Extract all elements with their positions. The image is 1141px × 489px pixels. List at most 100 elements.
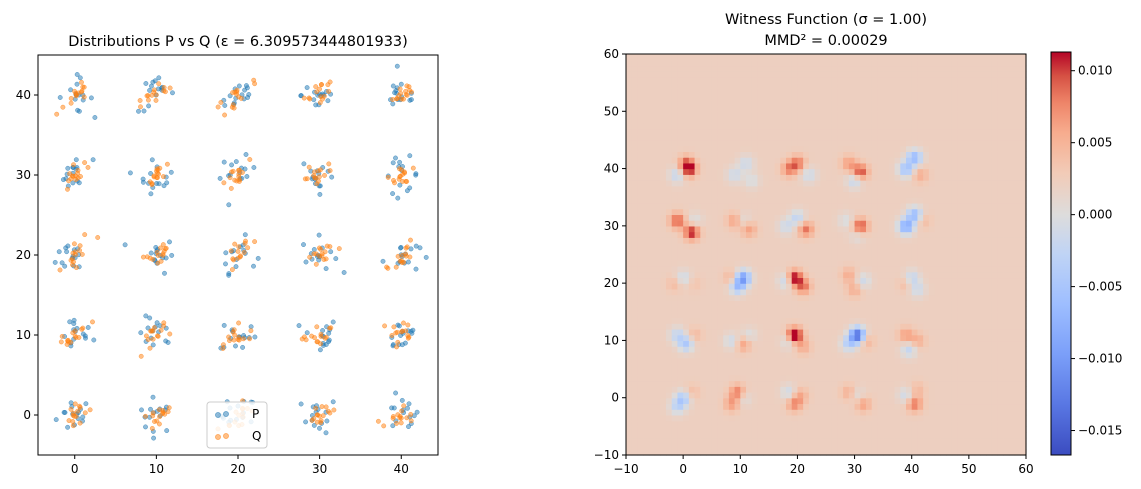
heatmap-cell [763,397,770,405]
heatmap-cell [854,254,861,261]
heatmap-cell [974,271,981,279]
heatmap-cell [866,111,873,118]
heatmap-cell [706,134,713,141]
point-q [71,410,76,416]
heatmap-cell [957,288,964,296]
heatmap-cell [723,449,730,456]
heatmap-cell [1003,386,1010,393]
point-q [87,407,93,413]
heatmap-cell [728,432,736,439]
heatmap-cell [946,128,953,135]
heatmap-cell [900,300,907,307]
heatmap-cell [780,111,787,118]
heatmap-cell [860,420,867,427]
point-q [399,96,404,102]
heatmap-cell [968,117,976,124]
heatmap-cell [906,323,913,330]
heatmap-cell [694,214,701,221]
heatmap-cell [677,151,684,158]
heatmap-cell [660,202,667,210]
heatmap-cell [831,180,839,187]
point-p [151,435,157,441]
heatmap-cell [877,328,884,336]
heatmap-cell [946,248,953,256]
heatmap-cell [877,317,884,324]
heatmap-cell [1014,157,1021,164]
heatmap-cell [1008,414,1016,422]
heatmap-cell [883,214,890,221]
heatmap-cell [906,306,913,313]
heatmap-cell [1020,117,1027,124]
heatmap-cell [763,128,770,135]
heatmap-cell [654,220,661,227]
point-q [65,186,70,192]
heatmap-cell [837,311,844,319]
heatmap-cell [688,128,696,135]
heatmap-cell [626,346,633,353]
heatmap-cell [854,414,861,422]
heatmap-cell [660,283,667,290]
heatmap-cell [997,231,1004,238]
heatmap-cell [974,403,981,410]
heatmap-cell [963,403,970,410]
heatmap-cell [957,117,964,124]
heatmap-cell [706,271,713,279]
heatmap-cell [763,117,770,124]
heatmap-cell [654,254,661,261]
heatmap-cell [751,386,759,393]
heatmap-cell [934,111,941,118]
heatmap-cell [940,380,947,387]
heatmap-cell [934,397,941,405]
heatmap-cell [843,346,850,353]
heatmap-cell [888,151,896,158]
heatmap-cell [797,174,804,181]
heatmap-cell [746,180,753,187]
heatmap-cell [637,248,644,256]
heatmap-cell [763,328,770,336]
heatmap-cell [751,409,759,416]
heatmap-cell [877,202,884,210]
heatmap-cell [717,351,724,359]
heatmap-cell [963,185,970,193]
heatmap-cell [911,151,919,158]
heatmap-cell [871,426,879,433]
heatmap-cell [660,380,667,387]
heatmap-cell [934,328,941,336]
heatmap-cell [820,294,827,301]
point-q [156,421,162,427]
heatmap-cell [677,157,684,164]
heatmap-cell [963,369,970,376]
heatmap-cell [854,248,861,256]
heatmap-cell [866,231,873,238]
heatmap-cell [648,380,656,387]
heatmap-cell [706,157,713,164]
heatmap-cell [728,283,736,290]
heatmap-cell [631,174,639,181]
heatmap-cell [631,151,639,158]
heatmap-cell [723,260,730,267]
point-q [394,420,399,426]
heatmap-cell [1003,432,1010,439]
heatmap-cell [946,437,953,445]
heatmap-cell [734,449,741,456]
heatmap-cell [1020,254,1027,261]
heatmap-cell [991,437,999,445]
heatmap-cell [1014,168,1021,175]
heatmap-cell [723,271,730,279]
heatmap-cell [860,369,867,376]
heatmap-cell [991,374,999,382]
point-q [72,249,78,255]
point-q [227,175,233,181]
heatmap-cell [946,306,953,313]
heatmap-cell [957,409,964,416]
heatmap-cell [888,122,896,130]
heatmap-cell [694,380,701,387]
heatmap-cell [923,340,930,347]
heatmap-cell [814,386,821,393]
heatmap-cell [928,117,936,124]
heatmap-cell [688,334,696,342]
heatmap-cell [837,180,844,187]
heatmap-cell [740,191,747,198]
heatmap-cell [666,128,673,135]
heatmap-cell [786,437,793,445]
